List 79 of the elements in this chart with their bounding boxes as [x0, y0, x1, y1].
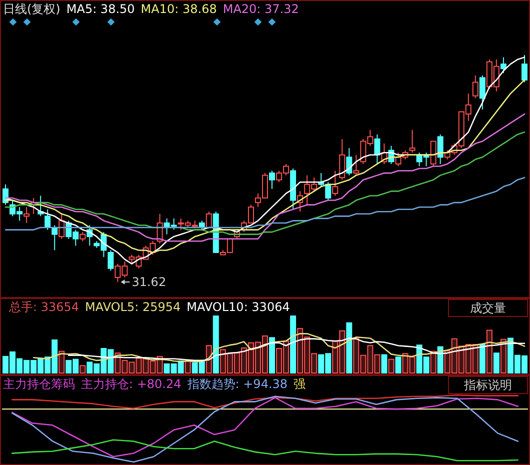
candlestick	[472, 74, 478, 99]
text: 总手: 33654	[8, 300, 80, 314]
bar	[374, 354, 380, 374]
text: MA20: 37.32	[222, 2, 299, 16]
bar	[346, 322, 352, 374]
bar	[500, 338, 506, 374]
bar	[486, 330, 492, 374]
series-label: 指数趋势: +94.38	[186, 377, 288, 391]
bar	[283, 340, 290, 374]
candlestick	[58, 213, 65, 240]
chart-title: 日线(复权)	[3, 2, 60, 16]
candlestick	[500, 56, 506, 74]
bar	[240, 347, 247, 374]
text: MAVOL10: 33064	[186, 300, 290, 314]
bar	[220, 349, 226, 374]
bar	[395, 356, 402, 374]
bar	[311, 353, 318, 374]
bar	[353, 337, 360, 374]
bar	[226, 353, 233, 374]
chart-title: 主力持仓筹码	[3, 377, 75, 391]
text: 指标说明	[463, 378, 512, 392]
bar	[142, 358, 149, 374]
candlestick	[353, 154, 360, 176]
annotation: 31.62	[132, 275, 166, 289]
candlestick	[346, 148, 352, 176]
candlestick	[269, 170, 276, 190]
text: MA10: 38.68	[140, 2, 217, 16]
bar	[367, 345, 374, 374]
candlestick	[437, 134, 444, 164]
bar	[360, 354, 366, 374]
bar	[472, 344, 478, 374]
bar	[269, 337, 276, 374]
text: 强	[294, 377, 306, 391]
bar	[122, 360, 128, 374]
bar	[58, 350, 65, 374]
bar	[234, 352, 240, 374]
bar	[451, 338, 458, 374]
bar	[80, 365, 86, 374]
bar	[136, 358, 142, 374]
bar	[458, 346, 464, 374]
bar	[332, 340, 338, 374]
bar	[409, 356, 416, 374]
bar	[493, 352, 500, 374]
candlestick	[44, 208, 51, 230]
bar	[254, 342, 261, 374]
candlestick	[80, 232, 86, 242]
bar	[304, 336, 310, 374]
candlestick	[374, 134, 380, 164]
candlestick	[108, 250, 114, 272]
bar	[184, 360, 191, 374]
bar	[290, 316, 296, 374]
candlestick	[339, 138, 346, 180]
bar	[276, 348, 282, 374]
bar	[150, 360, 156, 374]
candlestick	[332, 170, 338, 196]
text: MAVOL5: 25954	[85, 300, 181, 314]
bar	[430, 350, 436, 374]
candlestick	[479, 74, 486, 110]
bar	[479, 344, 486, 374]
text: 成交量	[470, 301, 506, 315]
candlestick	[206, 211, 212, 228]
bar	[381, 354, 388, 374]
candlestick	[521, 54, 528, 83]
bar	[248, 342, 254, 374]
bar	[388, 358, 394, 374]
bar	[444, 350, 450, 374]
bar	[339, 330, 346, 374]
bar	[402, 353, 408, 374]
bar	[128, 362, 135, 374]
candlestick	[430, 140, 436, 167]
text: MA5: 38.50	[66, 2, 135, 16]
bar	[212, 316, 219, 374]
candlestick	[52, 224, 58, 251]
bar	[262, 335, 268, 374]
bar	[297, 328, 304, 374]
text: 主力持仓: +80.24	[81, 377, 182, 391]
candlestick	[24, 206, 30, 224]
candlestick	[409, 129, 416, 154]
bar	[465, 344, 472, 374]
